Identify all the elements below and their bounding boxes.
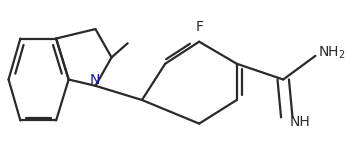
- Text: NH: NH: [290, 115, 311, 129]
- Text: N: N: [89, 73, 100, 86]
- Text: NH$_2$: NH$_2$: [318, 45, 346, 61]
- Text: F: F: [195, 20, 203, 34]
